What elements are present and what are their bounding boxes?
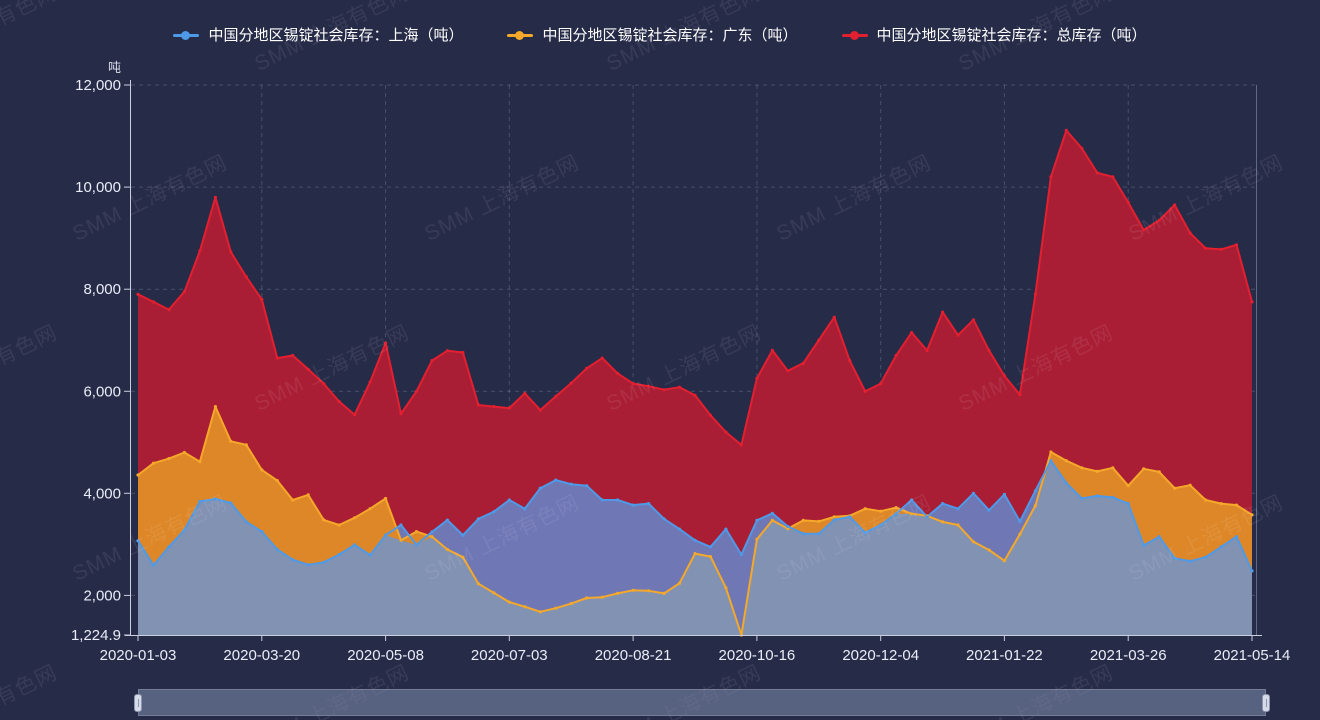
legend-label-shanghai: 中国分地区锡锭社会库存：上海（吨） — [208, 27, 464, 44]
svg-text:6,000: 6,000 — [83, 383, 121, 400]
svg-text:4,000: 4,000 — [83, 485, 121, 502]
svg-text:2021-03-26: 2021-03-26 — [1090, 647, 1167, 664]
legend-item-total[interactable]: 中国分地区锡锭社会库存：总库存（吨） — [841, 27, 1147, 44]
svg-text:2020-10-16: 2020-10-16 — [719, 647, 796, 664]
svg-text:2,000: 2,000 — [83, 587, 121, 604]
svg-text:吨: 吨 — [108, 60, 121, 75]
legend-label-guangdong: 中国分地区锡锭社会库存：广东（吨） — [542, 27, 798, 44]
legend-item-shanghai[interactable]: 中国分地区锡锭社会库存：上海（吨） — [173, 28, 463, 43]
svg-text:2020-05-08: 2020-05-08 — [347, 647, 424, 664]
svg-text:2020-08-21: 2020-08-21 — [595, 647, 672, 664]
svg-text:12,000: 12,000 — [75, 77, 121, 94]
svg-text:2021-05-14: 2021-05-14 — [1214, 647, 1291, 664]
svg-text:10,000: 10,000 — [75, 179, 121, 196]
legend: 中国分地区锡锭社会库存：上海（吨） 中国分地区锡锭社会库存：广东（吨） 中国分地… — [0, 28, 1320, 43]
legend-line-dot-marker-shanghai — [173, 31, 200, 41]
svg-text:2020-07-03: 2020-07-03 — [471, 647, 548, 664]
datazoom-handle-left[interactable] — [134, 693, 142, 712]
legend-item-guangdong[interactable]: 中国分地区锡锭社会库存：广东（吨） — [507, 27, 798, 44]
legend-line-dot-marker-total — [841, 31, 868, 41]
svg-text:2020-01-03: 2020-01-03 — [100, 647, 177, 664]
datazoom-selected-range[interactable] — [139, 690, 1265, 715]
svg-text:8,000: 8,000 — [83, 281, 121, 298]
svg-text:2021-01-22: 2021-01-22 — [966, 647, 1043, 664]
legend-line-dot-marker-guangdong — [507, 31, 534, 41]
datazoom-slider[interactable] — [134, 689, 1270, 716]
svg-text:2020-03-20: 2020-03-20 — [223, 647, 300, 664]
legend-label-total: 中国分地区锡锭社会库存：总库存（吨） — [876, 27, 1147, 44]
svg-text:1,224.9: 1,224.9 — [71, 627, 121, 644]
datazoom-handle-right[interactable] — [1262, 693, 1270, 712]
svg-text:2020-12-04: 2020-12-04 — [842, 647, 919, 664]
